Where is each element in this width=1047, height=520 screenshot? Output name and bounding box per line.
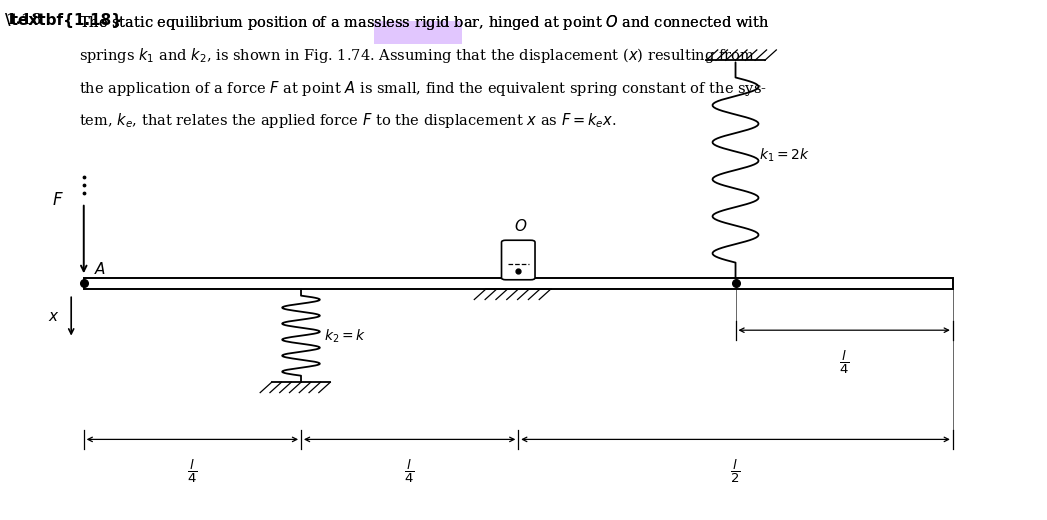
Text: $\dfrac{l}{2}$: $\dfrac{l}{2}$ — [731, 458, 740, 485]
Text: $x$: $x$ — [48, 309, 60, 324]
Text: tem, $k_e$, that relates the applied force $F$ to the displacement $x$ as $F = k: tem, $k_e$, that relates the applied for… — [79, 111, 616, 131]
FancyBboxPatch shape — [374, 21, 462, 44]
Text: springs $k_1$ and $k_2$, is shown in Fig. 1.74. Assuming that the displacement (: springs $k_1$ and $k_2$, is shown in Fig… — [79, 46, 755, 65]
Text: $k_2 = k$: $k_2 = k$ — [325, 328, 366, 345]
Text: The static equilibrium position of a massless rigid bar, hinged at point $O$ and: The static equilibrium position of a mas… — [79, 13, 768, 32]
Text: $k_1 = 2k$: $k_1 = 2k$ — [758, 147, 809, 164]
FancyBboxPatch shape — [502, 240, 535, 280]
Text: $A$: $A$ — [94, 261, 107, 277]
Text: \textbf{1.18}: \textbf{1.18} — [5, 13, 122, 28]
Text: $O$: $O$ — [514, 218, 528, 234]
Text: 1.18: 1.18 — [5, 13, 43, 27]
Text: $\dfrac{l}{4}$: $\dfrac{l}{4}$ — [839, 348, 849, 375]
Bar — [84, 278, 953, 289]
Text: the application of a force $F$ at point $A$ is small, find the equivalent spring: the application of a force $F$ at point … — [79, 79, 766, 98]
Text: The static equilibrium position of a massless rigid bar, hinged at point $O$ and: The static equilibrium position of a mas… — [79, 13, 768, 32]
Text: $F$: $F$ — [52, 191, 64, 209]
Text: $\dfrac{l}{4}$: $\dfrac{l}{4}$ — [404, 458, 415, 485]
Text: $\dfrac{l}{4}$: $\dfrac{l}{4}$ — [187, 458, 198, 485]
